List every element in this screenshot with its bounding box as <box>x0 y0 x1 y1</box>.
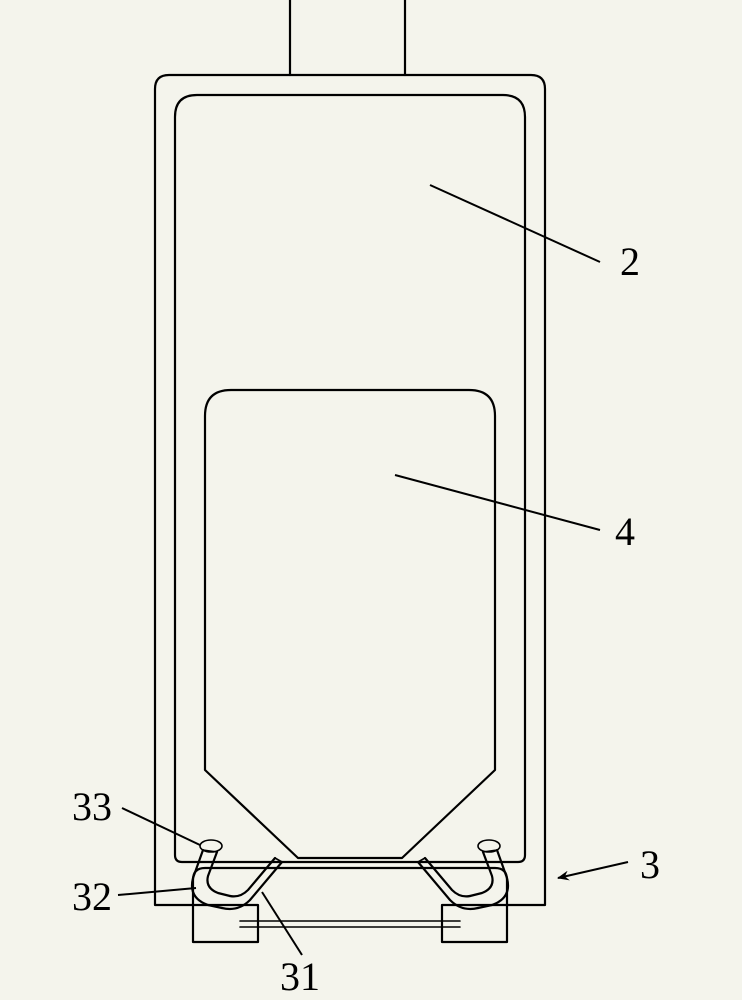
label-31: 31 <box>280 954 320 999</box>
label-4: 4 <box>615 509 635 554</box>
label-33: 33 <box>72 784 112 829</box>
technical-drawing: 2 4 3 31 32 33 <box>0 0 742 1000</box>
label-3: 3 <box>640 842 660 887</box>
label-32: 32 <box>72 874 112 919</box>
background <box>0 0 742 1000</box>
label-2: 2 <box>620 239 640 284</box>
